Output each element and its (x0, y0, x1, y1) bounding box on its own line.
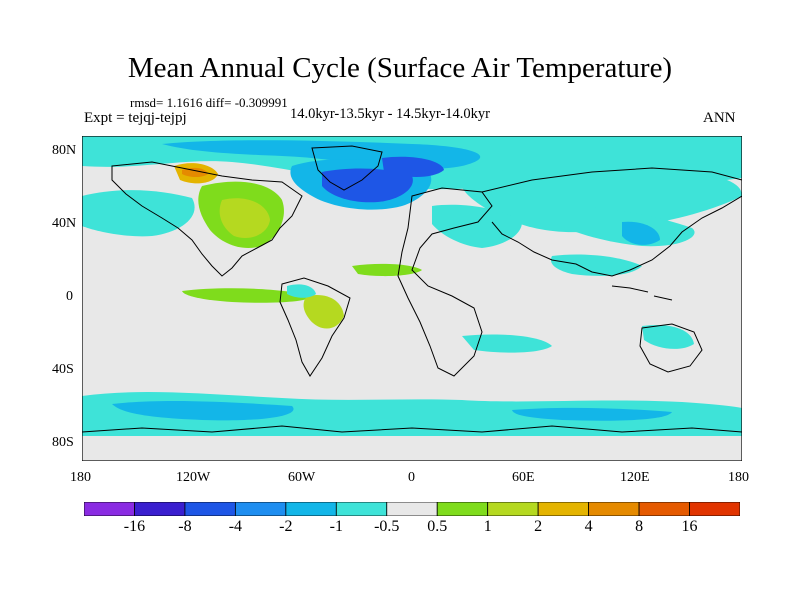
field-north-pacific (82, 190, 195, 237)
field-australia (642, 324, 694, 349)
lon-label-60w: 60W (288, 470, 316, 485)
field-trop-atlantic (352, 263, 422, 277)
colorbar-box-2 (184, 502, 236, 516)
anomaly-fields (82, 136, 742, 461)
lat-label-80s: 80S (52, 435, 74, 450)
field-southern-ocean-core (112, 400, 294, 421)
colorbar-box-11 (638, 502, 690, 516)
field-south-indian (462, 334, 552, 353)
field-north-atlantic-deep (382, 156, 444, 177)
coast-asia (481, 167, 742, 277)
lon-label-180w: 180 (70, 470, 91, 485)
field-south-america (303, 294, 344, 329)
colorbar-label-4: -1 (329, 518, 343, 535)
colorbar (84, 502, 740, 516)
colorbar-label-0: -16 (123, 518, 146, 535)
coast-indonesia (611, 285, 673, 301)
colorbar-box-8 (487, 502, 539, 516)
field-sa-cyan (287, 284, 316, 298)
lon-label-0: 0 (408, 470, 415, 485)
field-southern-ocean (82, 392, 742, 436)
stats-text: rmsd= 1.1616 diff= -0.309991 (130, 95, 288, 110)
colorbar-box-7 (436, 502, 489, 516)
coast-south-america (279, 277, 351, 377)
field-na-warm-core (219, 198, 270, 239)
coast-europe-africa (397, 187, 493, 377)
colorbar-box-3 (234, 502, 287, 516)
field-antarctic (82, 436, 742, 461)
season-label: ANN (703, 110, 736, 126)
period-label: 14.0kyr-13.5kyr - 14.5kyr-14.0kyr (290, 106, 490, 122)
lat-label-40n: 40N (52, 216, 77, 231)
field-north-atlantic-core (322, 168, 413, 203)
lon-label-60e: 60E (512, 470, 535, 485)
colorbar-label-2: -4 (228, 518, 243, 535)
field-indian (550, 254, 642, 276)
colorbar-label-9: 4 (584, 518, 593, 535)
coast-antarctica (82, 425, 742, 433)
field-east-china (622, 221, 660, 245)
lat-label-0: 0 (66, 289, 73, 304)
lat-label-40s: 40S (52, 362, 74, 377)
colorbar-box-12 (689, 502, 740, 516)
colorbar-label-11: 16 (681, 518, 698, 535)
colorbar-box-9 (537, 502, 590, 516)
colorbar-label-5: -0.5 (374, 518, 400, 535)
lon-label-120e: 120E (620, 470, 650, 485)
experiment-label: Expt = tejqj-tejpj (84, 110, 187, 126)
colorbar-label-3: -2 (279, 518, 293, 535)
colorbar-label-1: -8 (178, 518, 192, 535)
coast-australia (639, 323, 703, 373)
field-eurasia (460, 166, 742, 233)
colorbar-box-4 (285, 502, 337, 516)
coast-north-america (111, 161, 303, 277)
colorbar-label-10: 8 (635, 518, 644, 535)
colorbar-label-6: 0.5 (427, 518, 448, 535)
lat-label-80n: 80N (52, 143, 77, 158)
lon-label-120w: 120W (176, 470, 211, 485)
colorbar-box-6 (386, 502, 438, 516)
field-alaska-core (182, 167, 208, 177)
colorbar-box-1 (134, 502, 186, 516)
coast-greenland (311, 145, 383, 191)
colorbar-box-10 (588, 502, 640, 516)
colorbar-label-7: 1 (483, 518, 492, 535)
map-title: Mean Annual Cycle (Surface Air Temperatu… (127, 52, 673, 84)
colorbar-box-5 (335, 502, 388, 516)
colorbar-box-0 (84, 502, 135, 516)
field-trop-pacific (182, 288, 312, 303)
coastlines (82, 145, 742, 433)
lon-label-180e: 180 (728, 470, 749, 485)
field-southern-ocean-e (512, 407, 672, 421)
temperature-map (82, 136, 742, 461)
colorbar-label-8: 2 (534, 518, 543, 535)
field-europe (432, 204, 522, 248)
